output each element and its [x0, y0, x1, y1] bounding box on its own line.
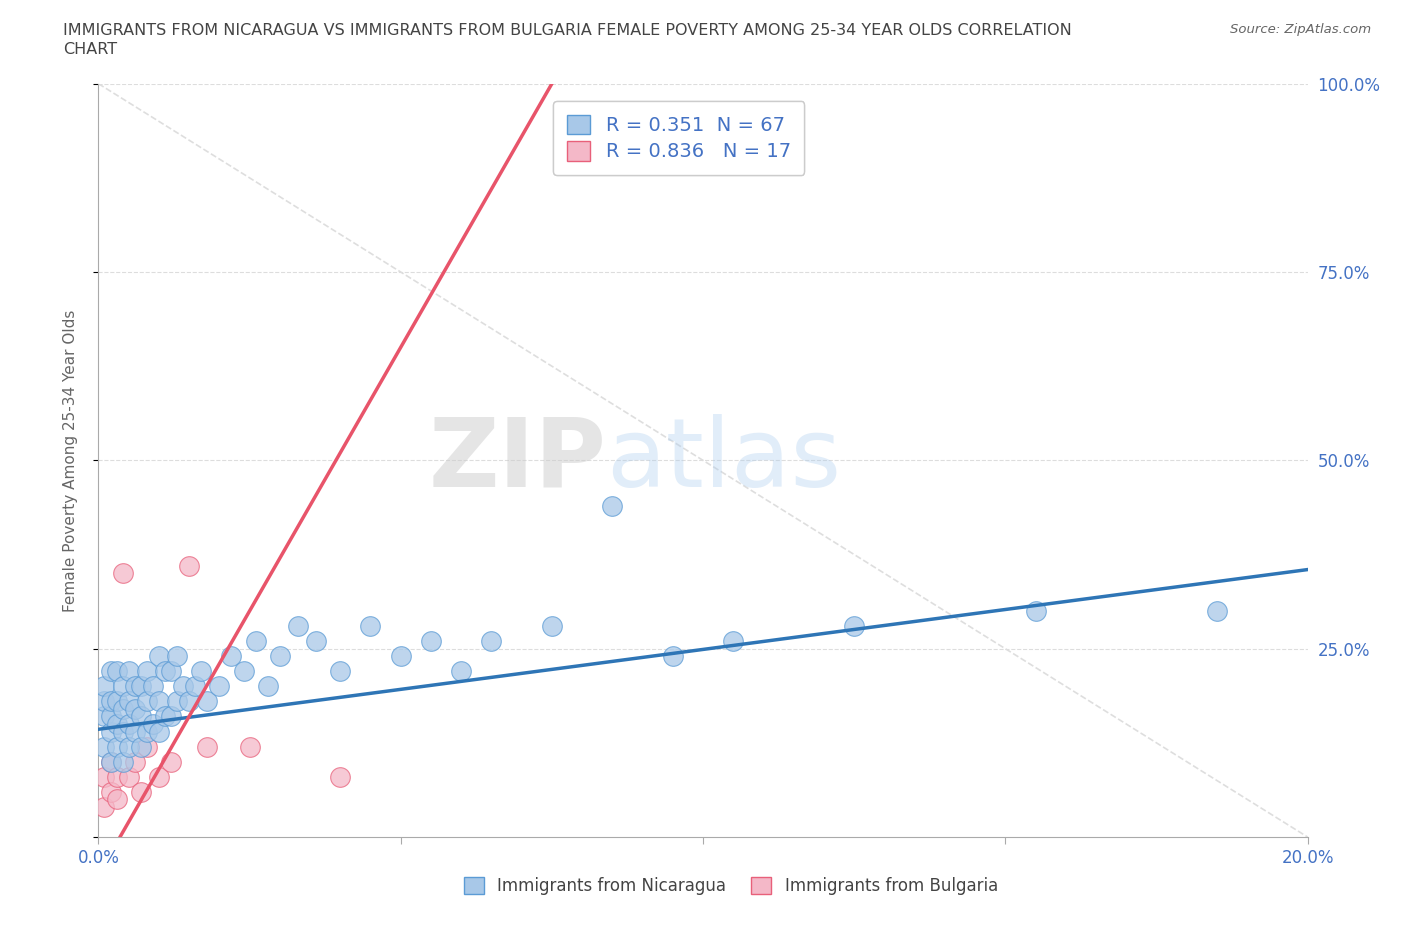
Point [100, 694, 122, 709]
Point [100, 664, 122, 679]
Point [232, 664, 254, 679]
Point [1024, 604, 1046, 618]
Point [100, 784, 122, 799]
Point [172, 679, 194, 694]
Point [195, 739, 218, 754]
Point [129, 784, 152, 799]
Point [111, 724, 134, 739]
Point [93, 800, 115, 815]
Point [602, 498, 624, 513]
Legend: Immigrants from Nicaragua, Immigrants from Bulgaria: Immigrants from Nicaragua, Immigrants fr… [456, 869, 1007, 903]
Text: ZIP: ZIP [429, 414, 606, 507]
Point [105, 792, 128, 807]
Point [100, 724, 122, 739]
Point [118, 769, 141, 784]
Point [135, 664, 157, 679]
Point [111, 679, 134, 694]
Text: IMMIGRANTS FROM NICARAGUA VS IMMIGRANTS FROM BULGARIA FEMALE POVERTY AMONG 25-34: IMMIGRANTS FROM NICARAGUA VS IMMIGRANTS … [63, 23, 1071, 38]
Point [661, 649, 683, 664]
Point [184, 679, 207, 694]
Point [111, 754, 134, 769]
Point [166, 694, 188, 709]
Text: CHART: CHART [63, 42, 117, 57]
Point [420, 633, 443, 648]
Point [129, 679, 152, 694]
Point [190, 664, 212, 679]
Point [135, 724, 157, 739]
Point [148, 649, 170, 664]
Point [256, 679, 278, 694]
Point [100, 709, 122, 724]
Point [723, 633, 745, 648]
Point [195, 694, 218, 709]
Text: Source: ZipAtlas.com: Source: ZipAtlas.com [1230, 23, 1371, 36]
Point [160, 754, 183, 769]
Point [208, 679, 231, 694]
Point [100, 754, 122, 769]
Point [118, 739, 141, 754]
Point [148, 694, 170, 709]
Point [148, 724, 170, 739]
Point [118, 664, 141, 679]
Point [166, 649, 188, 664]
Point [105, 769, 128, 784]
Point [160, 709, 183, 724]
Point [124, 679, 146, 694]
Point [540, 618, 562, 633]
Point [481, 633, 503, 648]
Point [142, 679, 165, 694]
Point [135, 739, 157, 754]
Point [124, 701, 146, 716]
Point [135, 694, 157, 709]
Point [93, 769, 115, 784]
Point [129, 739, 152, 754]
Point [118, 694, 141, 709]
Point [153, 664, 176, 679]
Point [93, 679, 115, 694]
Point [1206, 604, 1229, 618]
Point [93, 739, 115, 754]
Point [389, 649, 412, 664]
Point [179, 694, 201, 709]
Point [93, 694, 115, 709]
Text: atlas: atlas [606, 414, 841, 507]
Legend: R = 0.351  N = 67, R = 0.836   N = 17: R = 0.351 N = 67, R = 0.836 N = 17 [553, 101, 804, 175]
Point [221, 649, 243, 664]
Point [305, 633, 328, 648]
Point [245, 633, 267, 648]
Point [287, 618, 309, 633]
Point [269, 649, 291, 664]
Point [105, 717, 128, 732]
Point [105, 664, 128, 679]
Point [142, 717, 165, 732]
Point [239, 739, 262, 754]
Point [179, 558, 201, 573]
Y-axis label: Female Poverty Among 25-34 Year Olds: Female Poverty Among 25-34 Year Olds [63, 309, 77, 612]
Point [124, 754, 146, 769]
Point [450, 664, 472, 679]
Point [105, 739, 128, 754]
Point [160, 664, 183, 679]
Point [100, 754, 122, 769]
Point [118, 717, 141, 732]
Point [329, 769, 352, 784]
Point [153, 709, 176, 724]
Point [329, 664, 352, 679]
Point [105, 694, 128, 709]
Point [148, 769, 170, 784]
Point [124, 724, 146, 739]
Point [111, 701, 134, 716]
Point [129, 709, 152, 724]
Point [111, 565, 134, 580]
Point [93, 709, 115, 724]
Point [844, 618, 866, 633]
Point [360, 618, 382, 633]
